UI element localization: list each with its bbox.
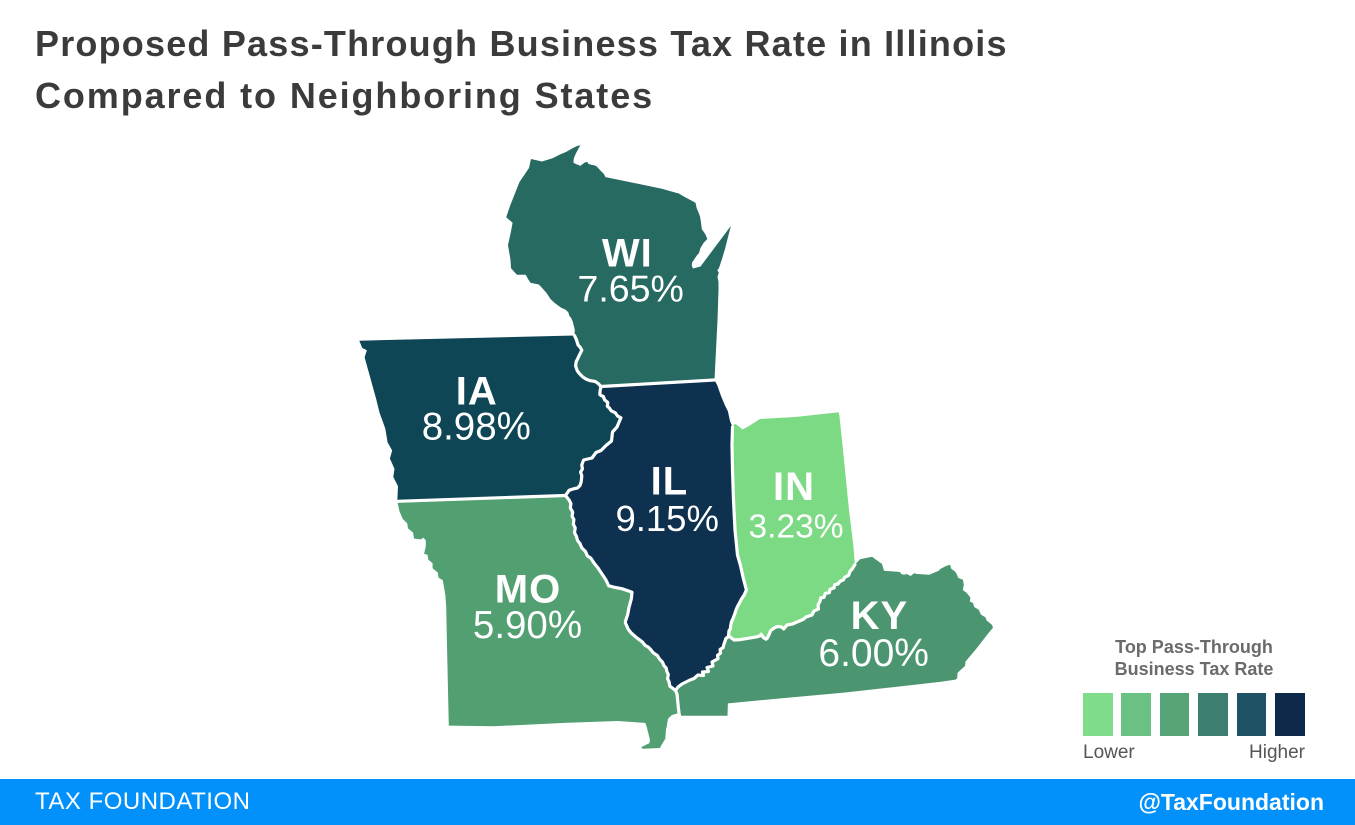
svg-text:MO: MO [495,567,561,611]
svg-text:IN: IN [773,465,815,509]
svg-text:6.00%: 6.00% [818,632,929,675]
svg-text:7.65%: 7.65% [578,268,684,310]
svg-text:KY: KY [851,594,909,638]
svg-text:9.15%: 9.15% [615,498,719,539]
svg-text:8.98%: 8.98% [422,406,531,449]
svg-text:WI: WI [602,231,653,275]
svg-text:5.90%: 5.90% [473,604,582,647]
svg-text:3.23%: 3.23% [749,508,844,545]
svg-text:IL: IL [651,460,689,504]
svg-text:IA: IA [456,370,498,414]
